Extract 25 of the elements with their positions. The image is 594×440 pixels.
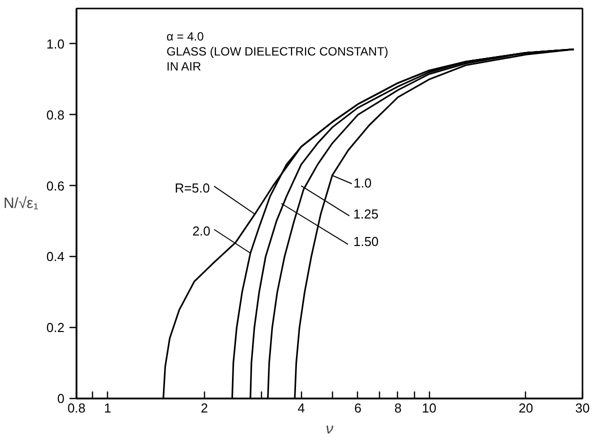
annotation: GLASS (LOW DIELECTRIC CONSTANT) [166,44,388,58]
x-tick-label: 20 [518,400,534,416]
annotation: 1.0 [354,176,372,191]
x-tick-label: 2 [200,400,208,416]
y-tick-label: 0.8 [46,107,65,122]
annotation: 1.25 [353,206,379,222]
x-tick-label: 0.8 [67,400,86,416]
x-axis-title: ν [326,420,334,438]
x-tick-label: 4 [298,400,305,416]
x-tick-label: 8 [394,400,402,416]
y-tick-label: 1.0 [46,36,65,52]
annotation: 2.0 [192,224,210,239]
y-tick-label: 0 [57,391,65,406]
x-tick-label: 10 [422,400,436,416]
y-tick-label: 0.6 [46,178,65,194]
annotation: R=5.0 [174,180,210,196]
x-tick-label: 30 [575,400,590,416]
y-tick-label: 0.4 [46,249,65,264]
annotation: α = 4.0 [166,30,204,44]
y-tick-label: 0.2 [46,320,65,336]
x-tick-label: 1 [104,400,112,416]
annotation: 1.50 [353,234,379,249]
annotation: IN AIR [166,60,202,74]
x-tick-label: 6 [354,400,362,416]
y-axis-title: N/√ε₁ [3,195,38,212]
